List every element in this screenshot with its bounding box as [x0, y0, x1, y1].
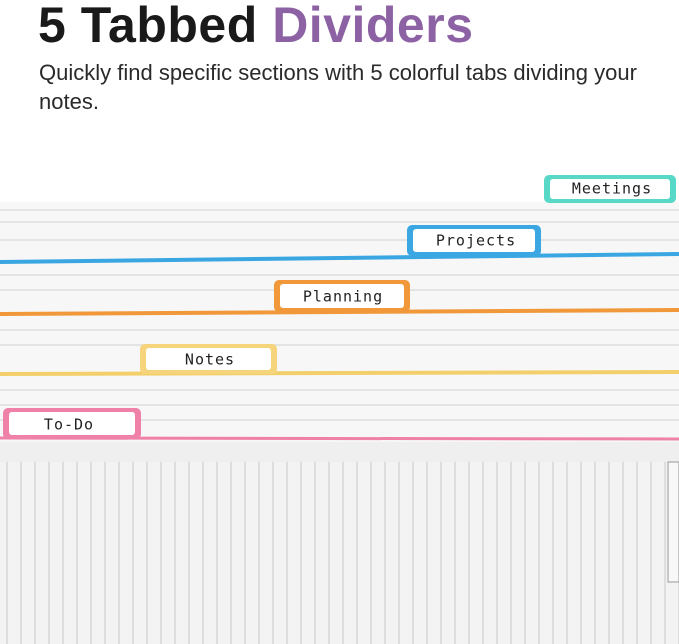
divider-illustration: Meetings Projects Planning Notes To-Do	[0, 175, 679, 644]
lined-page	[0, 446, 679, 644]
tab-label: Planning	[303, 288, 383, 306]
tab: To-Do	[3, 408, 141, 439]
title: 5 Tabbed Dividers	[38, 0, 474, 54]
tab: Notes	[140, 344, 277, 374]
tab-label: Projects	[436, 232, 516, 250]
paper-stack	[0, 202, 679, 442]
tab: Meetings	[544, 175, 676, 203]
tab-label: To-Do	[44, 416, 94, 434]
subtitle: Quickly find specific sections with 5 co…	[39, 60, 637, 114]
divider-line	[0, 370, 679, 376]
title-accent: Dividers	[272, 0, 474, 53]
title-main: 5 Tabbed	[38, 0, 258, 53]
page-header-band	[0, 442, 679, 462]
paper-edges	[0, 209, 679, 421]
tab-label: Notes	[185, 351, 235, 369]
divider-line	[0, 252, 679, 264]
tab: Planning	[274, 280, 410, 312]
tab-label: Meetings	[572, 180, 652, 198]
tab: Projects	[407, 225, 541, 256]
page-margin-box	[667, 461, 679, 583]
